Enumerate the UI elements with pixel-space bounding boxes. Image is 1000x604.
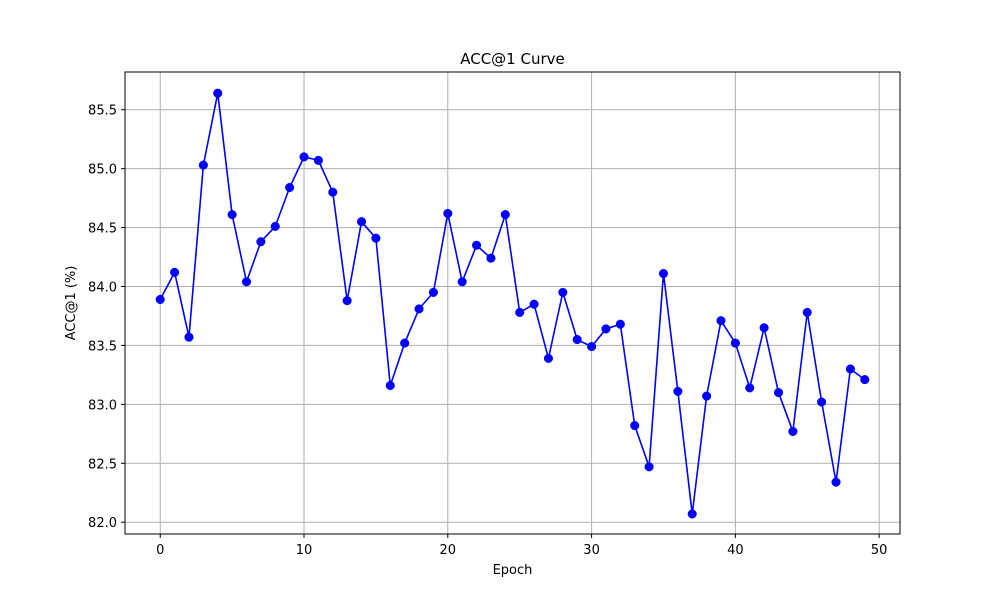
grid [125,72,900,534]
y-tick-label: 84.0 [88,281,117,296]
data-point [630,421,640,431]
data-point [299,152,309,162]
data-point [256,237,266,247]
x-axis-label: Epoch [493,563,533,578]
data-point [285,182,295,193]
data-point [313,155,323,165]
y-tick-label: 85.0 [88,163,117,178]
data-point [558,287,568,297]
data-point [227,210,237,220]
ticks: 0 10 20 30 40 50 82.0 82.5 83.0 83.5 84.0 84.5 85.0 8… [88,104,887,558]
series-line [159,92,866,515]
data-point [428,287,438,297]
data-point [500,210,510,220]
data-point [716,316,726,326]
data-point [543,353,553,363]
data-point [845,364,855,374]
plot-frame [124,71,901,535]
data-point [457,277,467,287]
data-point [356,217,367,227]
data-point [702,391,712,401]
data-point [687,509,697,519]
x-tick-label: 40 [727,543,744,558]
chart-title: ACC@1 Curve [460,50,565,68]
data-point [184,332,194,342]
data-point [644,462,654,472]
data-point [400,338,410,348]
x-tick-label: 30 [583,543,600,558]
y-axis-label: ACC@1 (%) [64,266,79,341]
data-point [328,187,338,197]
y-tick-label: 84.5 [88,222,117,237]
data-point [443,208,453,218]
data-point [414,304,424,314]
data-point [730,338,740,348]
data-point [860,375,870,385]
x-tick-label: 50 [871,543,888,558]
y-tick-label: 83.0 [88,398,117,413]
data-point [658,268,669,279]
x-tick-label: 10 [296,543,313,558]
y-tick-label: 82.5 [88,457,117,472]
data-point [759,323,769,333]
data-point [155,294,165,305]
data-point [213,88,223,98]
data-point [270,221,280,231]
data-point [802,307,812,317]
data-point [170,267,180,277]
data-point [385,380,395,391]
x-tick-label: 0 [156,543,164,558]
x-tick-label: 20 [440,543,457,558]
data-point [486,253,496,263]
data-point [773,388,784,398]
data-point [615,319,625,329]
data-point [831,477,841,487]
series-layer [155,88,870,519]
data-point [673,386,683,396]
data-point [371,233,381,243]
data-point [587,342,597,352]
data-point [342,296,352,306]
data-point [788,426,798,437]
data-point [601,324,611,334]
y-tick-label: 85.5 [88,104,117,119]
data-point [198,160,208,170]
data-point [241,277,252,287]
y-tick-label: 82.0 [88,516,117,531]
y-tick-label: 83.5 [88,339,117,354]
data-point [515,307,525,317]
data-point [472,240,482,250]
data-point [529,299,539,309]
data-point [572,334,582,345]
data-point [745,383,755,393]
data-point [817,397,827,407]
